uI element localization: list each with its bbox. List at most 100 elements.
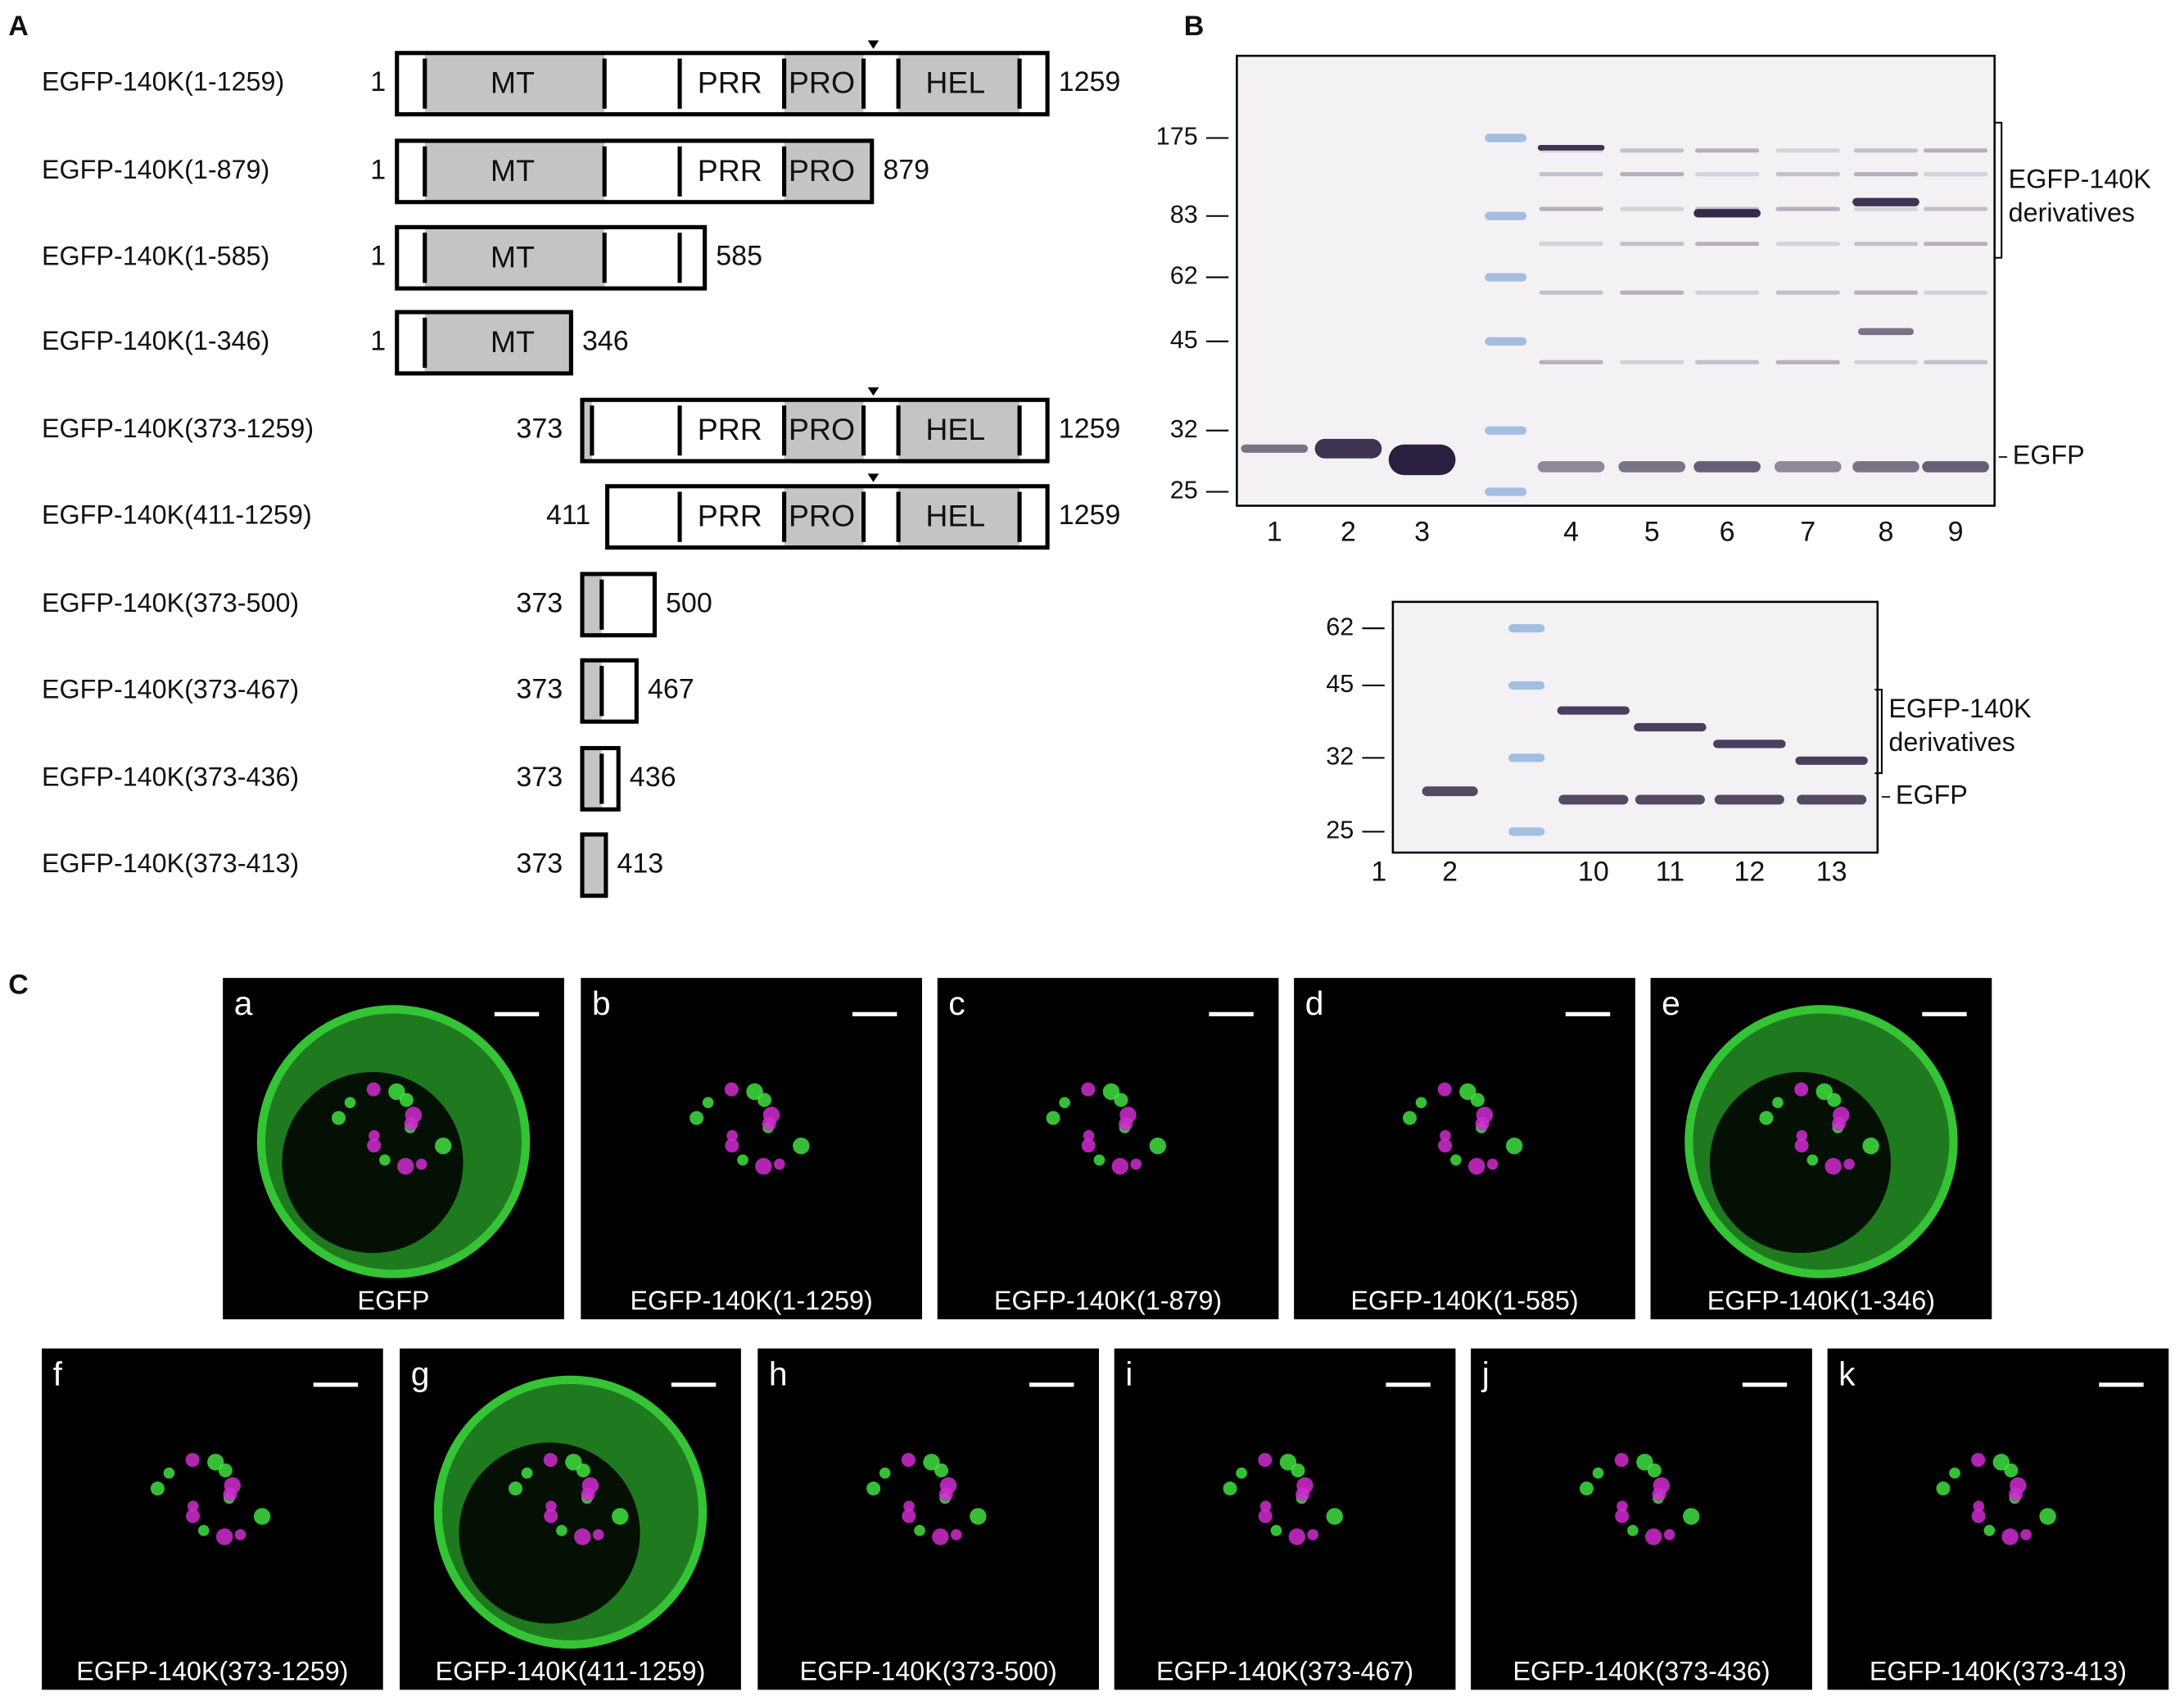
construct-name: EGFP-140K(373-436)	[42, 762, 299, 791]
gel-band	[1853, 148, 1919, 153]
domain-label: PRO	[789, 412, 855, 446]
end-residue: 467	[648, 674, 694, 705]
gel-band	[1620, 360, 1684, 364]
micrograph	[1294, 978, 1635, 1319]
image-letter: g	[411, 1355, 430, 1392]
organelle	[1815, 1083, 1833, 1101]
gel-band	[1694, 148, 1760, 153]
domain-fill	[784, 140, 872, 202]
domain-fill	[784, 486, 864, 548]
gel-band	[1694, 172, 1760, 177]
organelle	[369, 1129, 380, 1142]
start-residue: 1	[370, 154, 386, 185]
organelle	[1102, 1083, 1120, 1101]
organelle	[1081, 1082, 1096, 1097]
domain-fill	[581, 660, 602, 722]
organelle	[1645, 1528, 1662, 1545]
organelle	[2001, 1528, 2019, 1545]
micrograph	[937, 978, 1279, 1319]
lane-label: 10	[1578, 857, 1609, 888]
organelle	[1459, 1083, 1476, 1101]
construct-box	[580, 745, 621, 812]
organelle	[1652, 1487, 1666, 1502]
gel-band	[1853, 360, 1919, 364]
domain-label: PRR	[698, 66, 762, 100]
image-caption: EGFP-140K(1-585)	[1350, 1286, 1578, 1315]
organelle	[1130, 1158, 1142, 1170]
end-residue: 585	[716, 241, 762, 272]
end-residue: 436	[630, 762, 676, 793]
image-caption: EGFP-140K(411-1259)	[436, 1656, 706, 1685]
organelle	[1796, 1129, 1808, 1142]
domain-fill	[784, 400, 864, 462]
end-residue: 1259	[1059, 414, 1121, 445]
construct-name: EGFP-140K(373-1259)	[42, 414, 314, 443]
gel-band	[1618, 461, 1686, 473]
organelle	[1971, 1509, 1986, 1523]
organelle	[1683, 1508, 1700, 1525]
gel-band	[1537, 461, 1605, 473]
domain-label: MT	[491, 239, 535, 274]
construct-box	[580, 832, 608, 898]
micrograph	[757, 1348, 1100, 1690]
gel-band	[1314, 438, 1382, 459]
gel-band	[1775, 172, 1840, 177]
gel-band	[1923, 148, 1988, 153]
micrograph	[42, 1348, 383, 1690]
construct-name: EGFP-140K(373-467)	[42, 674, 299, 703]
ladder-band	[1485, 211, 1527, 220]
organelle	[576, 1463, 590, 1478]
organelle	[1843, 1158, 1855, 1170]
gel-band	[1775, 242, 1840, 247]
organelle	[344, 1097, 356, 1109]
bracket-label: EGFP-140K	[2009, 165, 2152, 194]
organelle	[1486, 1158, 1499, 1170]
micrograph	[1827, 1348, 2169, 1690]
gel-band	[1388, 444, 1456, 476]
image-caption: EGFP-140K(373-413)	[1870, 1656, 2127, 1685]
domain-label: HEL	[925, 66, 985, 100]
gel-band	[1693, 461, 1761, 473]
domain-fill	[581, 573, 602, 636]
lane-label: 12	[1734, 857, 1765, 888]
organelle	[197, 1525, 210, 1536]
gel-band	[1923, 172, 1988, 177]
lane-label: 11	[1656, 857, 1684, 888]
construct-box	[395, 138, 875, 205]
gel-band	[1853, 242, 1919, 247]
organelle	[1636, 1454, 1653, 1471]
mw-label: 175	[1156, 123, 1198, 151]
organelle	[187, 1500, 199, 1512]
image-letter: j	[1481, 1355, 1490, 1392]
gel-band	[1775, 290, 1840, 295]
organelle	[1772, 1097, 1784, 1109]
image-caption: EGFP-140K(373-1259)	[76, 1656, 348, 1685]
organelle	[938, 1487, 953, 1502]
organelle	[1236, 1467, 1247, 1479]
construct-box	[605, 484, 1050, 550]
organelle	[737, 1154, 748, 1166]
image-letter: a	[234, 984, 253, 1022]
gel-band	[1694, 360, 1760, 364]
bracket	[1874, 689, 1883, 775]
start-residue: 411	[546, 500, 590, 531]
image-caption: EGFP-140K(373-500)	[800, 1656, 1057, 1685]
lane-label: 3	[1414, 517, 1430, 548]
organelle	[1119, 1116, 1133, 1131]
gel-band	[1539, 360, 1603, 364]
end-residue: 1259	[1059, 500, 1121, 531]
organelle	[332, 1111, 346, 1125]
organelle	[2039, 1508, 2056, 1525]
domain-fill	[784, 52, 864, 115]
organelle	[1440, 1129, 1451, 1142]
mw-label: 32	[1170, 415, 1198, 443]
organelle	[404, 1116, 418, 1131]
ladder-band	[1485, 337, 1527, 346]
organelle	[923, 1454, 940, 1471]
image-letter: d	[1305, 984, 1324, 1022]
organelle	[2020, 1529, 2032, 1540]
organelle	[1093, 1154, 1106, 1166]
panel-label: C	[8, 969, 29, 1000]
domain-fill	[424, 312, 572, 373]
domain-fill	[424, 52, 605, 115]
